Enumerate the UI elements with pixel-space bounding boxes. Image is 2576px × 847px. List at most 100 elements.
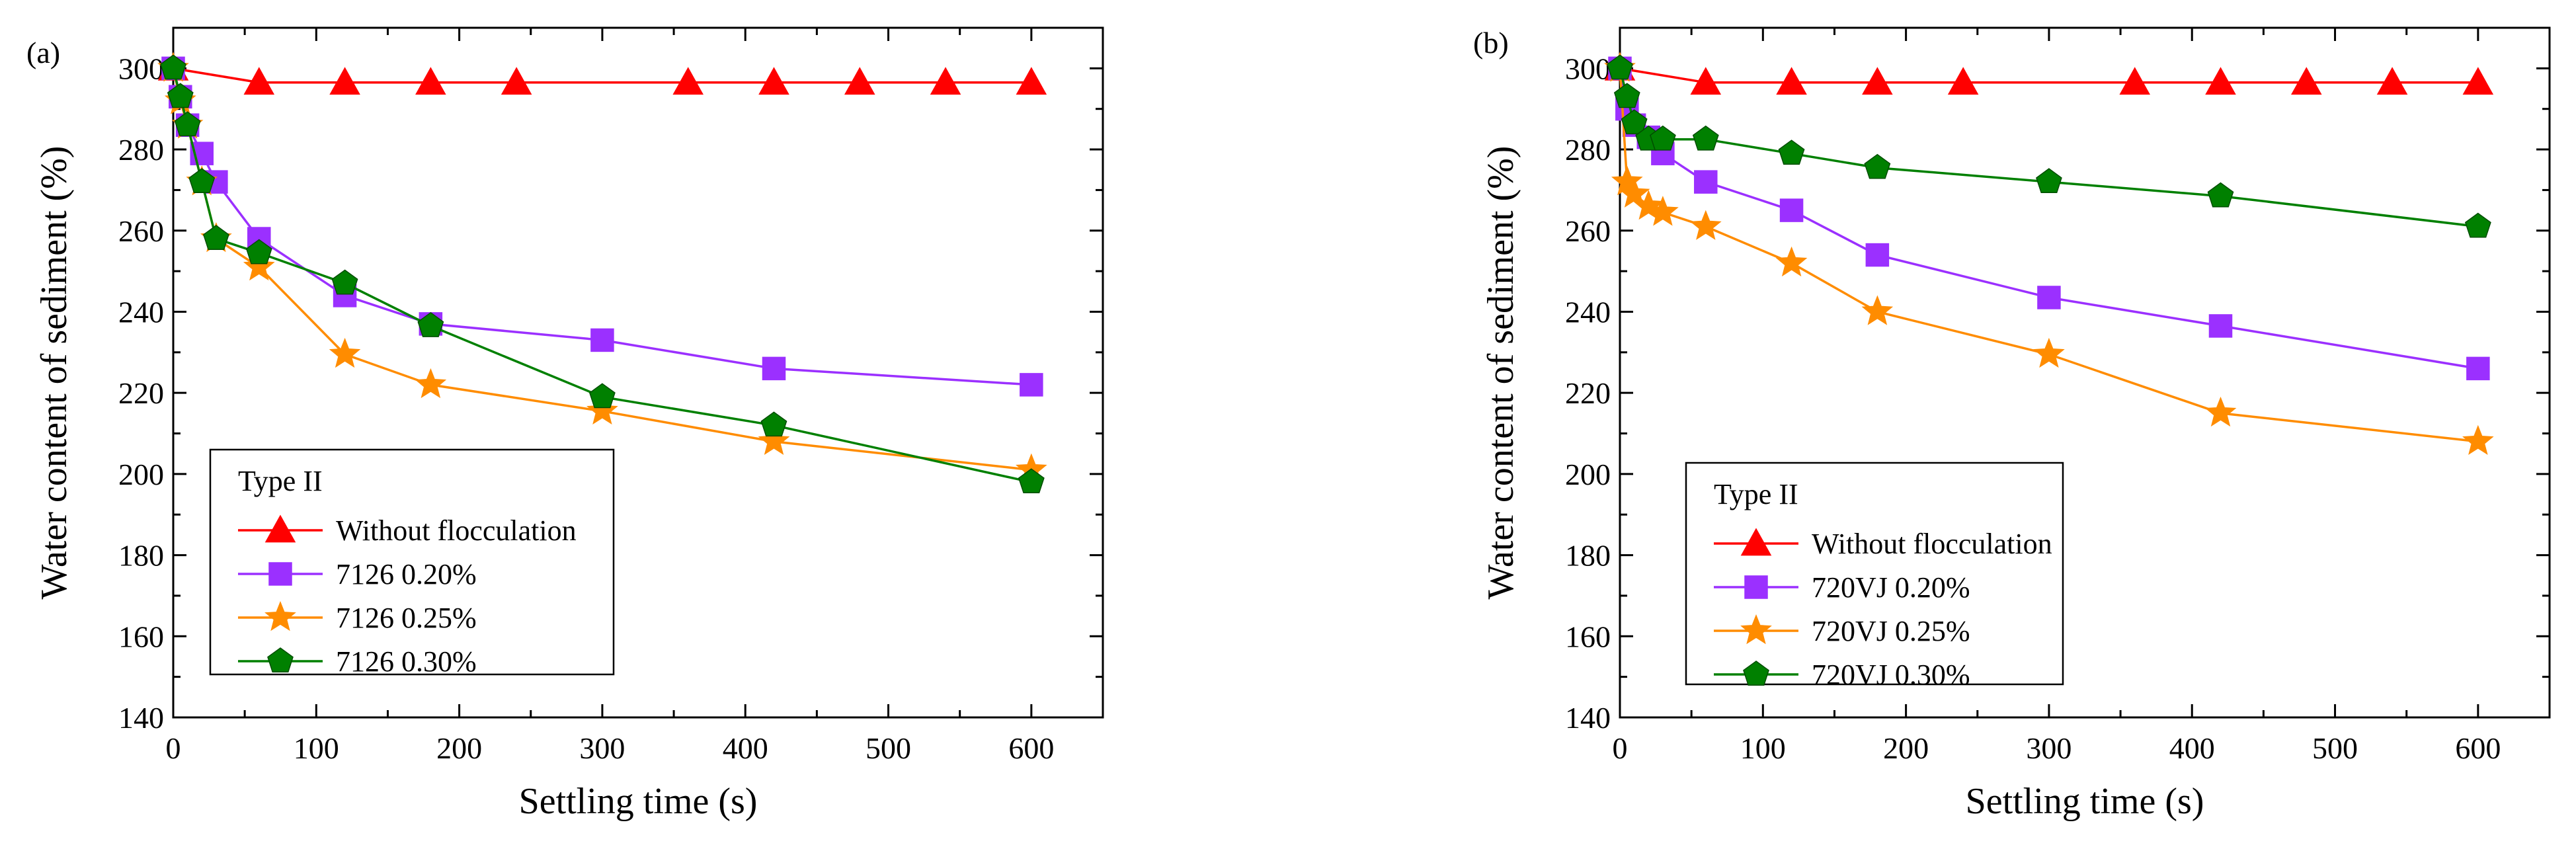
- y-axis-title: Water content of sediment (%): [34, 146, 75, 600]
- data-point: [174, 111, 201, 137]
- data-point: [1020, 373, 1043, 397]
- y-tick-label: 280: [1565, 133, 1611, 167]
- data-point: [160, 54, 186, 80]
- data-point: [2466, 356, 2490, 381]
- series-square: [1608, 56, 2490, 381]
- legend-label: 7126 0.30%: [336, 645, 477, 678]
- data-point: [1650, 125, 1676, 151]
- data-point: [590, 328, 614, 352]
- data-point: [188, 168, 216, 194]
- data-point: [2462, 424, 2494, 456]
- data-point: [2037, 286, 2061, 309]
- y-tick-label: 260: [1565, 214, 1611, 248]
- data-point: [2036, 168, 2062, 194]
- x-tick-label: 400: [2169, 731, 2215, 765]
- series-square: [161, 56, 1043, 397]
- data-point: [672, 67, 704, 95]
- legend: Type II Without flocculation 720VJ 0.20% 72…: [1685, 462, 2064, 691]
- data-point: [1632, 189, 1665, 220]
- data-point: [167, 83, 194, 108]
- y-tick-label: 240: [118, 295, 164, 329]
- data-point: [1018, 468, 1045, 494]
- data-point: [243, 250, 275, 281]
- data-point: [501, 67, 532, 95]
- data-point: [329, 67, 360, 95]
- data-point: [1621, 109, 1648, 135]
- data-point: [2462, 67, 2494, 95]
- x-tick-label: 300: [2026, 731, 2072, 765]
- y-tick-label: 260: [118, 214, 164, 248]
- y-tick-label: 220: [118, 376, 164, 410]
- data-point: [758, 424, 790, 456]
- data-point: [2376, 67, 2408, 95]
- data-point: [1607, 54, 1633, 80]
- data-point: [1861, 295, 1894, 325]
- series-line: [1619, 68, 2478, 443]
- y-tick-label: 240: [1565, 295, 1611, 329]
- data-point: [2033, 337, 2065, 368]
- x-tick-label: 300: [579, 731, 625, 765]
- legend-box: [209, 448, 615, 676]
- data-point: [1647, 196, 1679, 226]
- legend-label: 720VJ 0.20%: [1812, 571, 1970, 604]
- data-point: [2291, 67, 2322, 95]
- data-point: [417, 311, 444, 337]
- data-point: [586, 394, 618, 425]
- data-point: [1613, 83, 1640, 108]
- x-axis-title: Settling time (s): [519, 781, 758, 822]
- data-point: [760, 411, 787, 437]
- x-tick-label: 0: [166, 731, 181, 765]
- y-tick-label: 160: [1565, 620, 1611, 653]
- y-tick-label: 200: [118, 458, 164, 491]
- data-point: [1776, 67, 1807, 95]
- y-tick-label: 300: [118, 52, 164, 85]
- data-point: [1947, 67, 1979, 95]
- legend-box: [1685, 462, 2064, 686]
- x-tick-label: 500: [865, 731, 911, 765]
- x-tick-label: 400: [723, 731, 768, 765]
- x-tick-label: 100: [1740, 731, 1786, 765]
- data-point: [2204, 396, 2237, 427]
- series-line: [1619, 67, 2478, 84]
- x-tick-label: 200: [1883, 731, 1929, 765]
- data-point: [1862, 67, 1893, 95]
- plot-frame: [172, 26, 1104, 719]
- series-star: [157, 52, 1047, 484]
- data-point: [1779, 198, 1804, 222]
- legend: Type II Without flocculation 7126 0.20% 712…: [209, 448, 615, 678]
- series-line: [173, 67, 1031, 84]
- legend-label: 7126 0.20%: [336, 558, 477, 590]
- data-point: [2205, 67, 2236, 95]
- series-line: [1619, 67, 2479, 228]
- data-point: [2207, 182, 2234, 208]
- legend-label: 720VJ 0.30%: [1812, 659, 1970, 691]
- legend-marker: [267, 647, 294, 672]
- series-line: [172, 67, 1032, 483]
- data-point: [2208, 314, 2233, 338]
- legend-marker: [264, 600, 296, 631]
- data-point: [1689, 210, 1722, 240]
- y-tick-label: 160: [118, 620, 164, 653]
- chart-panel-1: (a) 0 100 200 300 400 500 600 140 160 180 200 220 240…: [26, 26, 1104, 822]
- legend-label: Without flocculation: [1812, 528, 2052, 560]
- y-tick-label: 220: [1565, 376, 1611, 410]
- data-point: [1016, 67, 1047, 95]
- plot-frame: [1619, 26, 2551, 719]
- data-point: [2464, 212, 2491, 238]
- data-point: [1865, 243, 1890, 267]
- x-tick-label: 600: [2455, 731, 2501, 765]
- y-tick-label: 280: [118, 133, 164, 167]
- y-tick-label: 140: [118, 701, 164, 735]
- y-axis-title: Water content of sediment (%): [1480, 146, 1521, 600]
- series-pentagon: [160, 54, 1045, 494]
- legend-marker: [1743, 661, 1769, 686]
- data-point: [930, 67, 961, 95]
- legend-label: Without flocculation: [336, 514, 577, 547]
- x-tick-label: 600: [1008, 731, 1054, 765]
- legend-marker: [1740, 614, 1772, 645]
- series-line: [1619, 68, 2479, 370]
- x-tick-label: 200: [436, 731, 482, 765]
- data-point: [331, 269, 358, 295]
- data-point: [415, 67, 446, 95]
